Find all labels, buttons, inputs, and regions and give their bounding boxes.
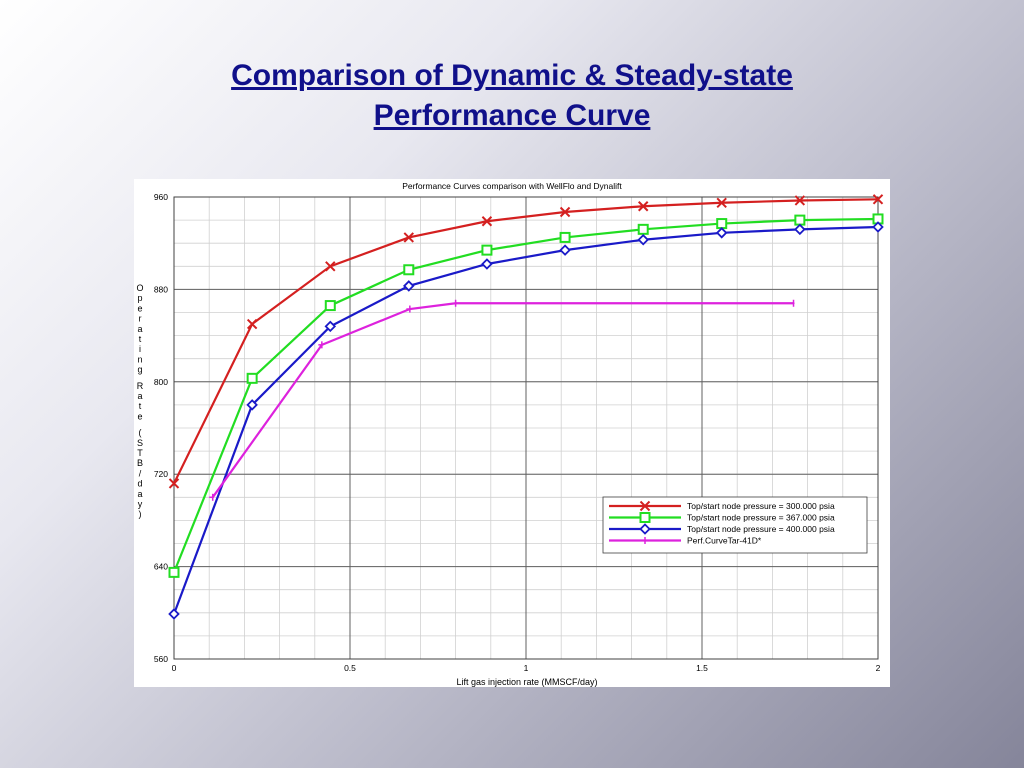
y-tick-label: 880: [154, 284, 168, 294]
legend-label: Top/start node pressure = 300.000 psia: [687, 501, 835, 511]
marker-diamond: [794, 223, 806, 236]
marker-square: [639, 512, 651, 523]
x-tick-label: 0: [172, 663, 177, 673]
x-tick-label: 1.5: [696, 663, 708, 673]
series-1: [168, 194, 884, 489]
marker-square: [716, 218, 728, 230]
performance-chart: Performance Curves comparison with WellF…: [134, 179, 890, 687]
marker-square: [559, 231, 571, 243]
marker-diamond: [639, 523, 651, 535]
y-axis-title-char: a: [137, 391, 142, 401]
marker-x: [246, 318, 258, 330]
legend-label: Perf.CurveTar-41D*: [687, 536, 762, 546]
series-2: [168, 213, 884, 578]
marker-diamond: [559, 244, 571, 256]
marker-diamond: [168, 608, 180, 620]
x-tick-label: 1: [524, 663, 529, 673]
legend-label: Top/start node pressure = 400.000 psia: [687, 524, 835, 534]
y-axis-title-char: y: [138, 499, 143, 509]
marker-diamond: [481, 258, 493, 270]
series-3: [168, 221, 884, 620]
legend: Top/start node pressure = 300.000 psia To…: [602, 496, 868, 554]
marker-x: [638, 201, 649, 212]
marker-x: [325, 261, 336, 272]
chart-title: Performance Curves comparison with WellF…: [402, 181, 622, 191]
marker-diamond: [324, 320, 337, 333]
x-axis-title: Lift gas injection rate (MMSCF/day): [456, 677, 597, 687]
y-axis-title-char: R: [137, 381, 144, 391]
x-tick-label: 2: [876, 663, 881, 673]
y-axis-title-char: S: [137, 438, 143, 448]
marker-square: [168, 566, 180, 578]
y-tick-label: 960: [154, 192, 168, 202]
y-tick-label: 640: [154, 562, 168, 572]
y-axis-title-char: ): [139, 509, 142, 519]
marker-square: [637, 223, 649, 235]
y-axis-title-char: /: [139, 468, 142, 478]
marker-x: [403, 232, 414, 243]
marker-x: [872, 194, 884, 205]
legend-entry: Top/start node pressure = 400.000 psia: [609, 523, 835, 535]
y-tick-label: 800: [154, 377, 168, 387]
y-axis-title-char: B: [137, 458, 143, 468]
legend-label: Top/start node pressure = 367.000 psia: [687, 513, 835, 523]
y-axis-title-char: a: [137, 489, 142, 499]
series: [168, 194, 884, 620]
plot-border: [173, 196, 879, 660]
y-axis-title-char: i: [139, 344, 141, 354]
y-axis-title-char: n: [137, 354, 142, 364]
marker-diamond: [403, 280, 415, 292]
marker-x: [794, 195, 806, 206]
marker-square: [246, 372, 258, 384]
marker-x: [559, 206, 571, 218]
marker-square: [794, 214, 806, 226]
marker-x: [639, 500, 651, 512]
marker-square: [403, 264, 415, 276]
series-line: [172, 225, 879, 615]
slide-title-line-1: Comparison of Dynamic & Steady-state: [231, 59, 793, 92]
marker-square: [324, 300, 336, 312]
y-axis-title-char: e: [137, 303, 142, 313]
y-axis-title-char: g: [137, 365, 142, 375]
chart-svg: Performance Curves comparison with WellF…: [134, 179, 890, 687]
marker-diamond: [715, 227, 728, 239]
slide-title: Comparison of Dynamic & Steady-state Per…: [0, 56, 1024, 136]
tick-labels: 0 0.5 1 1.5 2 560 640 720 800 880 960: [154, 192, 881, 673]
y-axis-title-char: r: [139, 314, 142, 324]
marker-x: [716, 197, 727, 208]
chart-background: [134, 179, 890, 687]
y-axis-title-char: T: [137, 448, 143, 458]
grid: [173, 196, 879, 660]
marker-diamond: [246, 399, 258, 411]
y-axis-title-char: O: [136, 283, 143, 293]
series-line: [173, 198, 879, 484]
y-axis-title-char: t: [139, 334, 142, 344]
legend-entry: Top/start node pressure = 367.000 psia: [609, 512, 835, 523]
y-axis-title-char: e: [137, 411, 142, 421]
marker-x: [481, 216, 493, 227]
series-line: [172, 217, 879, 573]
y-tick-label: 720: [154, 469, 168, 479]
y-axis-title-char: (: [139, 428, 142, 438]
legend-entry: Top/start node pressure = 300.000 psia: [609, 500, 835, 512]
x-tick-label: 0.5: [344, 663, 356, 673]
y-tick-label: 560: [154, 654, 168, 664]
series-4: [209, 299, 795, 501]
marker-diamond: [872, 221, 884, 233]
legend-entry: Perf.CurveTar-41D*: [609, 536, 762, 546]
y-axis-title-char: t: [139, 401, 142, 411]
slide-title-line-2: Performance Curve: [373, 99, 651, 132]
marker-diamond: [637, 233, 649, 246]
y-axis-title-char: d: [137, 479, 142, 489]
marker-x: [168, 478, 180, 489]
y-axis-title-char: p: [137, 293, 142, 303]
marker-square: [481, 244, 493, 256]
y-axis-title-char: a: [137, 324, 142, 334]
